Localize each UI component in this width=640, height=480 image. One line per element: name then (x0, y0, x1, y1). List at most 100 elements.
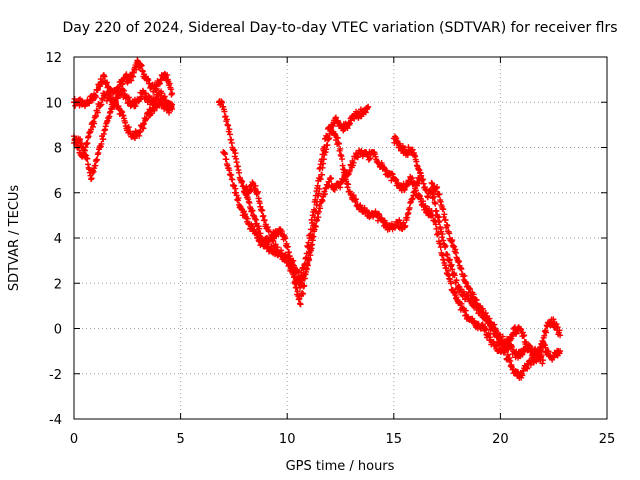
data-point (478, 307, 485, 314)
data-point (243, 183, 250, 190)
y-tick-label: 12 (45, 51, 62, 66)
data-point (247, 188, 254, 195)
data-point (221, 108, 228, 115)
data-point (119, 86, 126, 93)
data-point (84, 155, 91, 162)
series-track-i (429, 189, 547, 367)
data-point (94, 156, 101, 163)
data-point (393, 135, 400, 142)
data-point (449, 266, 456, 273)
data-point (402, 222, 409, 229)
data-point (311, 206, 318, 213)
data-point (297, 301, 304, 308)
data-point (265, 228, 272, 235)
data-point (315, 175, 322, 182)
x-tick-label: 10 (279, 432, 296, 447)
data-point (396, 217, 403, 224)
data-point (439, 231, 446, 238)
data-point (557, 348, 564, 355)
data-point (319, 151, 326, 158)
data-point (440, 206, 447, 213)
x-tick-label: 0 (70, 432, 78, 447)
data-point (545, 348, 552, 355)
data-point (305, 239, 312, 246)
data-point (542, 344, 549, 351)
data-point (293, 284, 300, 291)
data-point (307, 226, 314, 233)
data-point (290, 257, 297, 264)
data-point (365, 156, 372, 163)
data-point (259, 207, 266, 214)
data-point (94, 109, 101, 116)
data-point (448, 280, 455, 287)
data-point (254, 188, 261, 195)
data-point (538, 352, 545, 359)
data-point (167, 86, 174, 93)
data-points-layer (71, 57, 564, 381)
data-point (453, 277, 460, 284)
data-point (300, 290, 307, 297)
data-point (169, 101, 176, 108)
data-point (103, 79, 110, 86)
data-point (441, 211, 448, 218)
x-tick-label: 25 (599, 432, 616, 447)
data-point (77, 136, 84, 143)
data-point (296, 295, 303, 302)
data-point (554, 324, 561, 331)
data-point (158, 90, 165, 97)
data-point (161, 93, 168, 100)
series-track-g (365, 148, 564, 366)
data-point (436, 191, 443, 198)
data-point (345, 181, 352, 188)
data-point (435, 230, 442, 237)
data-point (169, 90, 176, 97)
data-point (431, 193, 438, 200)
y-tick-label: 2 (54, 277, 62, 292)
data-point (88, 175, 95, 182)
data-point (91, 120, 98, 127)
data-point (301, 282, 308, 289)
data-point (436, 218, 443, 225)
data-point (98, 140, 105, 147)
data-point (137, 128, 144, 135)
data-point (550, 316, 557, 323)
data-point (540, 357, 547, 364)
data-point (232, 150, 239, 157)
data-point (309, 220, 316, 227)
data-point (298, 272, 305, 279)
series-track-h (390, 133, 564, 381)
series-track-c (71, 85, 176, 183)
data-point (341, 166, 348, 173)
data-point (553, 321, 560, 328)
data-point (223, 116, 230, 123)
data-point (521, 332, 528, 339)
data-point (499, 333, 506, 340)
data-point (451, 272, 458, 279)
series-track-f (241, 124, 423, 282)
data-point (317, 205, 324, 212)
data-point (301, 260, 308, 267)
data-point (84, 140, 91, 147)
data-point (92, 113, 99, 120)
data-point (350, 159, 357, 166)
data-point (252, 182, 259, 189)
data-point (458, 266, 465, 273)
data-point (231, 182, 238, 189)
data-point (557, 332, 564, 339)
data-point (444, 222, 451, 229)
data-point (365, 103, 372, 110)
data-point (420, 198, 427, 205)
data-point (328, 175, 335, 182)
data-point (318, 171, 325, 178)
data-point (307, 231, 314, 238)
data-point (409, 175, 416, 182)
data-point (337, 145, 344, 152)
data-point (284, 243, 291, 250)
y-tick-label: 6 (54, 187, 62, 202)
data-point (231, 147, 238, 154)
data-point (411, 180, 418, 187)
data-point (92, 93, 99, 100)
x-tick-label: 20 (492, 432, 509, 447)
y-tick-label: -2 (49, 368, 62, 383)
